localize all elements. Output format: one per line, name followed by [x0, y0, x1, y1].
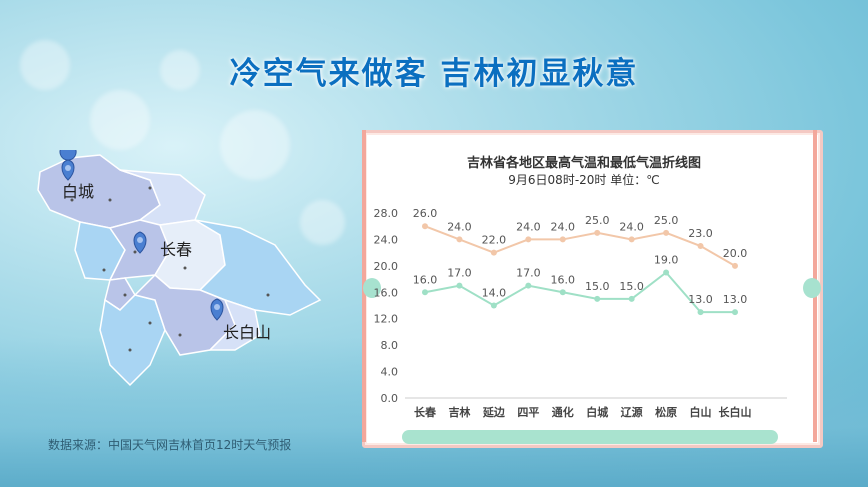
- data-label-low: 14.0: [482, 287, 507, 300]
- data-point-high: [525, 236, 532, 243]
- data-point-low: [525, 282, 532, 289]
- data-point-low: [456, 282, 463, 289]
- data-point-high: [456, 236, 463, 243]
- x-category-label: 辽源: [621, 405, 643, 419]
- data-label-low: 13.0: [723, 293, 748, 306]
- data-point-low: [732, 309, 738, 316]
- data-point-low: [628, 295, 635, 302]
- bokeh-light: [160, 50, 200, 90]
- panel-tab-left: [363, 278, 381, 298]
- data-label-low: 17.0: [516, 267, 541, 280]
- page-title: 冷空气来做客 吉林初显秋意: [229, 56, 639, 92]
- map-pin-icon: [133, 231, 147, 254]
- y-tick-label: 12.0: [374, 313, 399, 326]
- data-point-low: [663, 269, 670, 276]
- data-point-low: [490, 302, 497, 309]
- map-label-baicheng: 白城: [62, 182, 94, 201]
- jilin-map: 白城 长春 长白山: [37, 150, 322, 387]
- y-tick-label: 8.0: [381, 339, 399, 352]
- series-line-low: [424, 271, 735, 314]
- x-category-label: 通化: [552, 405, 574, 419]
- panel-bottom-bar: [402, 430, 778, 444]
- data-label-high: 20.0: [723, 247, 748, 260]
- map-region-tonghua: [99, 294, 166, 387]
- x-category-label: 延边: [482, 405, 506, 419]
- bokeh-light: [300, 200, 345, 245]
- data-label-high: 23.0: [688, 227, 713, 240]
- data-label-low: 16.0: [551, 273, 576, 286]
- chart-subtitle: 9月6日08时-20时 单位：℃: [508, 172, 659, 187]
- data-label-high: 24.0: [447, 220, 472, 233]
- map-label-changbaishan: 长白山: [223, 323, 271, 342]
- x-category-label: 松原: [655, 405, 677, 419]
- bokeh-light: [20, 40, 70, 90]
- y-tick-label: 28.0: [374, 207, 399, 220]
- data-point-low: [697, 309, 704, 316]
- panel-tab-right: [803, 278, 821, 298]
- data-point-low: [594, 295, 601, 302]
- y-tick-label: 24.0: [374, 233, 399, 246]
- data-point-high: [732, 262, 738, 269]
- data-point-high: [594, 229, 601, 236]
- x-category-label: 吉林: [448, 405, 470, 419]
- x-category-label: 长白山: [719, 405, 752, 419]
- data-label-low: 13.0: [688, 293, 713, 306]
- map-region-changbaishan: [208, 298, 261, 351]
- data-label-low: 15.0: [585, 280, 610, 293]
- data-label-high: 24.0: [551, 220, 576, 233]
- data-point-low: [422, 289, 428, 296]
- data-point-high: [663, 229, 670, 236]
- x-category-label: 白山: [690, 405, 712, 419]
- y-tick-label: 20.0: [374, 260, 399, 273]
- data-source-note: 数据来源：中国天气网吉林首页12时天气预报: [48, 438, 292, 452]
- map-region-baicheng: [37, 154, 161, 229]
- y-tick-label: 16.0: [374, 286, 399, 299]
- map-pin-icon: [210, 298, 224, 321]
- data-label-high: 24.0: [619, 220, 644, 233]
- y-tick-label: 0.0: [381, 392, 399, 405]
- data-label-low: 17.0: [447, 267, 472, 280]
- data-point-high: [628, 236, 635, 243]
- temperature-line-chart: 吉林省各地区最高气温和最低气温折线图 9月6日08时-20时 单位：℃ 0.0 4…: [374, 155, 787, 419]
- data-label-high: 26.0: [413, 207, 438, 220]
- data-point-low: [559, 289, 566, 296]
- map-region-yanbian: [194, 219, 322, 316]
- data-point-high: [422, 223, 428, 230]
- data-point-high: [697, 243, 704, 250]
- data-label-high: 25.0: [585, 214, 610, 227]
- y-tick-label: 4.0: [381, 366, 399, 379]
- data-label-high: 24.0: [516, 220, 541, 233]
- data-label-low: 16.0: [413, 273, 438, 286]
- x-category-label: 四平: [517, 406, 539, 419]
- series-line-high: [424, 225, 736, 267]
- data-label-high: 25.0: [654, 214, 679, 227]
- bokeh-light: [90, 90, 150, 150]
- data-point-high: [559, 236, 566, 243]
- data-label-low: 19.0: [654, 253, 679, 266]
- data-label-low: 15.0: [619, 280, 644, 293]
- x-category-label: 长春: [414, 405, 437, 419]
- bokeh-light: [220, 110, 290, 180]
- data-point-high: [490, 249, 497, 256]
- x-category-label: 白城: [586, 405, 608, 419]
- map-pin-icon: [61, 159, 75, 181]
- map-label-changchun: 长春: [160, 240, 192, 259]
- data-label-high: 22.0: [482, 234, 507, 247]
- chart-title: 吉林省各地区最高气温和最低气温折线图: [467, 155, 701, 171]
